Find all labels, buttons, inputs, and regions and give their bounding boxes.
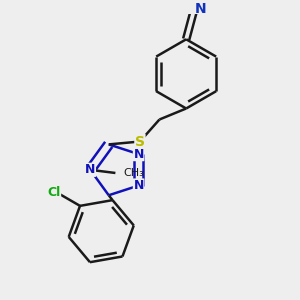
Text: N: N	[134, 179, 144, 192]
Text: CH₃: CH₃	[123, 168, 144, 178]
Text: N: N	[85, 163, 95, 176]
Text: N: N	[195, 2, 206, 16]
Text: N: N	[134, 148, 144, 160]
Text: S: S	[135, 134, 145, 148]
Text: Cl: Cl	[47, 186, 61, 199]
